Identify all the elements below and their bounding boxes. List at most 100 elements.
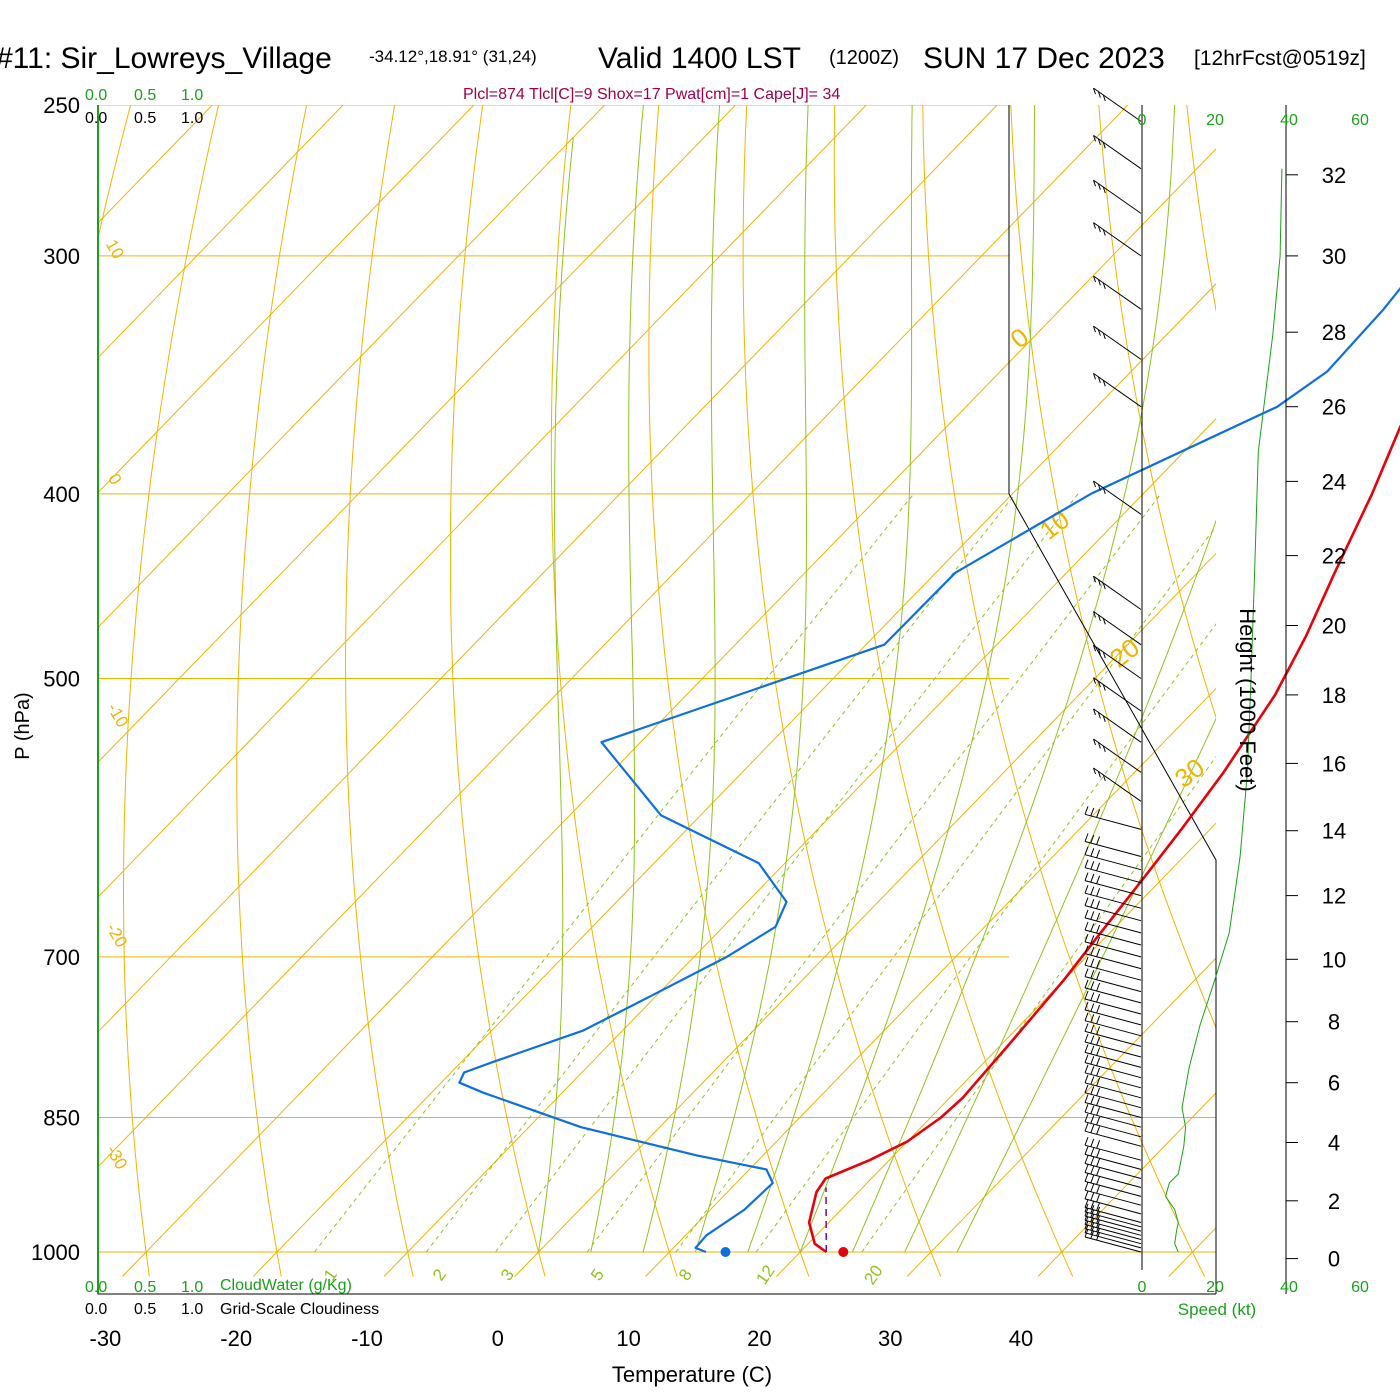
- height-tick-label: 18: [1322, 683, 1346, 708]
- wind-barb-feather: [1090, 899, 1095, 908]
- wind-barb-feather: [1093, 645, 1096, 652]
- wind-barb-feather: [1090, 1045, 1095, 1055]
- wind-barb-feather: [1096, 1047, 1101, 1056]
- wind-barb-feather: [1096, 1057, 1101, 1066]
- wind-barb: [1084, 1113, 1142, 1138]
- wind-barb-feather: [1084, 833, 1089, 842]
- wind-barb-feather: [1096, 1026, 1101, 1035]
- wind-barb-shaft: [1084, 1062, 1142, 1079]
- wind-barb-feather: [1084, 1199, 1089, 1208]
- wind-barb: [1093, 275, 1142, 310]
- dry-adiabat-line: [833, 105, 1074, 1277]
- wind-barb-feather: [1096, 960, 1101, 969]
- dry-adiabat-line: [550, 105, 678, 1277]
- speed-label: Speed (kt): [1178, 1300, 1256, 1319]
- wind-panel: [1084, 87, 1283, 1270]
- wind-barb-feather: [1097, 680, 1101, 688]
- wind-barb: [1084, 872, 1142, 897]
- moist-adiabat-line: [695, 105, 809, 1253]
- cloudiness-tick-top-1: 0.5: [134, 110, 156, 127]
- pressure-tick-label: 250: [43, 93, 80, 118]
- height-tick-label: 32: [1322, 163, 1346, 188]
- wind-barb: [1084, 933, 1142, 958]
- cloudwater-label: CloudWater (g/Kg): [220, 1277, 352, 1294]
- wind-barb-feather: [1096, 1087, 1101, 1096]
- wind-barb-shaft: [1084, 976, 1142, 993]
- wind-barb-feather: [1090, 1003, 1095, 1012]
- wind-barb: [1084, 833, 1142, 857]
- wind-barb-feather: [1084, 846, 1089, 855]
- wind-barb-feather: [1102, 774, 1106, 782]
- isotherm-line: [645, 687, 1216, 1277]
- wind-barb-shaft: [1093, 179, 1142, 214]
- cloudwater-tick-top-1: 0.5: [134, 87, 156, 104]
- wind-barb-feather: [1102, 715, 1106, 722]
- wind-barb-shaft: [1084, 917, 1142, 934]
- wind-barb: [1093, 738, 1142, 773]
- wind-barb: [1084, 1064, 1142, 1089]
- wind-barb-shaft: [1084, 841, 1142, 857]
- mixing-ratio-label: 20: [860, 1262, 886, 1288]
- wind-barb: [1084, 1190, 1142, 1215]
- speed-tick-top-2: 40: [1280, 112, 1298, 129]
- temperature-tick-label: -20: [220, 1326, 252, 1351]
- wind-barb-feather: [1102, 229, 1106, 236]
- wind-barb: [1084, 957, 1142, 981]
- wind-barb-feather: [1090, 1076, 1095, 1085]
- wind-barb-shaft: [1093, 134, 1142, 170]
- stability-indices: Plcl=874 Tlcl[C]=9 Shox=17 Pwat[cm]=1 Ca…: [463, 86, 840, 103]
- wind-barb-feather: [1093, 325, 1096, 333]
- wind-barb-feather: [1097, 742, 1101, 749]
- wind-barb-feather: [1090, 807, 1095, 817]
- mixing-ratio-line: [675, 525, 1216, 1253]
- wind-barb: [1084, 1164, 1142, 1188]
- wind-barb-shaft: [1084, 813, 1142, 830]
- wind-barb-shaft: [1084, 854, 1142, 871]
- wind-barb: [1093, 644, 1142, 679]
- mixing-ratio-line: [861, 755, 1216, 1253]
- mixing-ratio-label: 2: [429, 1266, 450, 1285]
- wind-barb-shaft: [1093, 738, 1142, 773]
- wind-barb-shaft: [1084, 1092, 1142, 1109]
- wind-barb-shaft: [1084, 1009, 1142, 1026]
- isotherm-line: [1168, 1227, 1216, 1277]
- height-tick-label: 8: [1328, 1010, 1340, 1035]
- dry-adiabat-line: [922, 105, 1206, 1277]
- wind-barb: [1084, 885, 1142, 909]
- wind-barb-feather: [1093, 87, 1096, 95]
- wind-barb-feather: [1090, 873, 1095, 883]
- wind-barb-feather: [1096, 1185, 1101, 1194]
- wind-barb: [1084, 1044, 1142, 1068]
- mixing-ratio-label: 8: [675, 1266, 696, 1285]
- wind-barb-shaft: [1084, 1207, 1142, 1223]
- wind-barb-feather: [1084, 859, 1089, 868]
- cloudwater-tick-bottom-2: 1.0: [181, 1279, 203, 1296]
- isotherm-label: 10: [1034, 504, 1075, 545]
- mixing-ratio-line: [755, 623, 1216, 1253]
- wind-barb-feather: [1102, 582, 1106, 590]
- wind-barb: [1084, 1146, 1142, 1170]
- wind-barb-feather: [1102, 651, 1106, 659]
- wind-barb-feather: [1090, 1115, 1095, 1124]
- temperature-tick-label: 0: [492, 1326, 504, 1351]
- wind-barb-feather: [1097, 484, 1101, 491]
- wind-barb-feather: [1090, 1174, 1095, 1184]
- wind-barb: [1084, 1001, 1142, 1026]
- wind-barb-feather: [1084, 1044, 1089, 1053]
- wind-barb-feather: [1096, 936, 1101, 946]
- height-tick-label: 20: [1322, 614, 1346, 639]
- wind-barb-feather: [1102, 380, 1106, 387]
- wind-barb-feather: [1084, 1146, 1089, 1155]
- wind-barb-feather: [1090, 1192, 1095, 1201]
- temperature-tick-label: 30: [878, 1326, 902, 1351]
- wind-barb-feather: [1084, 909, 1089, 919]
- wind-barb-shaft: [1084, 1219, 1142, 1236]
- wind-barb: [1093, 611, 1142, 646]
- wind-barb: [1084, 1012, 1142, 1037]
- wind-barb-feather: [1096, 1116, 1101, 1126]
- wind-barb-shaft: [1093, 275, 1142, 310]
- dry-adiabat-label: 10: [102, 236, 128, 262]
- wind-barb-shaft: [1093, 708, 1142, 743]
- wind-barb-shaft: [1084, 953, 1142, 970]
- speed-tick-top-3: 60: [1351, 112, 1369, 129]
